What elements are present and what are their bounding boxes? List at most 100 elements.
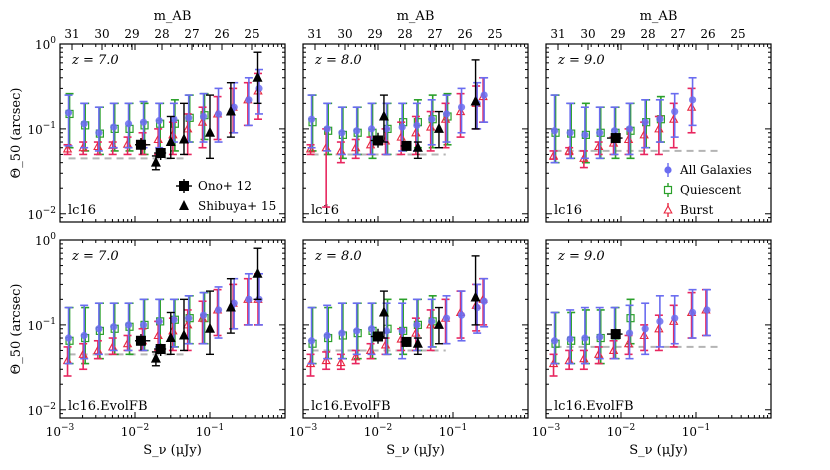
all-galaxies-point — [110, 123, 118, 131]
burst-point — [440, 114, 451, 123]
burst-point — [623, 338, 634, 348]
panel-data — [305, 59, 489, 208]
x-tick-label-base: 10 — [364, 425, 379, 439]
all-galaxies-point — [139, 321, 148, 329]
shibuya-point — [205, 322, 215, 333]
redshift-label: z = 8.0 — [314, 249, 362, 264]
shibuya-point — [178, 133, 189, 144]
shibuya-point — [470, 95, 481, 106]
legend-observed: Ono+ 12 Shibuya+ 15 — [176, 179, 276, 213]
all-galaxies-point — [338, 329, 346, 337]
all-galaxies-point — [457, 311, 466, 319]
all-galaxies-point — [124, 120, 133, 128]
x-axis-label: S_ν (μJy) — [386, 443, 445, 458]
all-galaxies-point — [625, 329, 634, 337]
y-tick-label: 10−2 — [27, 206, 56, 222]
top-tick-label: 29 — [367, 27, 382, 41]
x-tick-label: 10−1 — [439, 423, 468, 439]
legend-shibuya-marker — [179, 200, 189, 210]
shibuya-point — [165, 136, 176, 147]
ono-point — [610, 329, 621, 340]
x-tick-label-base: 10 — [439, 425, 454, 439]
shibuya-point — [252, 71, 263, 82]
burst-point — [197, 117, 208, 126]
x-tick-label: 10−2 — [121, 423, 150, 439]
all-galaxies-point — [323, 125, 331, 133]
top-tick-label: 25 — [730, 27, 745, 41]
shibuya-point — [378, 306, 389, 317]
burst-point — [686, 102, 697, 111]
all-galaxies-point — [185, 114, 193, 122]
top-tick-label: 31 — [64, 27, 79, 41]
all-galaxies-point — [155, 317, 163, 325]
all-galaxies-point — [367, 325, 376, 333]
all-galaxies-point — [199, 112, 208, 121]
burst-point — [623, 134, 634, 144]
all-galaxies-point — [671, 107, 679, 116]
y-tick-label: 10−1 — [27, 317, 56, 333]
all-galaxies-point — [581, 334, 589, 342]
burst-point — [365, 139, 376, 149]
x-tick-label-base: 10 — [607, 425, 622, 439]
y-tick-label-exp: 0 — [50, 36, 56, 46]
y-tick-label-exp: −1 — [43, 121, 56, 131]
model-label: lc16 — [68, 203, 96, 218]
all-galaxies-point — [480, 91, 488, 99]
ono-point — [401, 336, 412, 347]
x-axis-label: S_ν (μJy) — [143, 443, 202, 458]
all-galaxies-point — [656, 115, 664, 123]
y-tick-label: 10−1 — [27, 121, 56, 137]
x-tick-label-base: 10 — [682, 425, 697, 439]
x-tick-label-exp: −3 — [304, 423, 318, 433]
x-tick-label-exp: −2 — [379, 423, 392, 433]
burst-point — [593, 349, 604, 358]
top-tick-label: 26 — [214, 27, 229, 41]
y-tick-label: 10−2 — [27, 402, 56, 418]
redshift-label: z = 9.0 — [557, 249, 605, 264]
burst-point — [365, 345, 376, 354]
y-axis-label: Θ_50 (arcsec) — [9, 88, 24, 179]
all-galaxies-point — [110, 323, 118, 331]
top-tick-label: 28 — [397, 27, 412, 41]
x-tick-label: 10−3 — [46, 423, 75, 439]
y-tick-label-base: 10 — [27, 123, 42, 137]
all-galaxies-point — [610, 127, 619, 135]
burst-point — [153, 330, 163, 340]
burst-point — [639, 330, 649, 340]
all-galaxies-point — [323, 331, 331, 340]
model-label: lc16.EvolFB — [311, 399, 391, 414]
y-tick-label-base: 10 — [35, 234, 50, 248]
burst-point — [321, 355, 331, 365]
all-galaxies-point — [581, 131, 589, 139]
y-tick-label-exp: 0 — [50, 232, 56, 242]
y-tick-label-base: 10 — [27, 208, 42, 222]
all-galaxies-point — [245, 96, 253, 104]
y-tick-label-exp: −2 — [43, 402, 56, 412]
shibuya-point — [378, 110, 389, 121]
model-label: lc16.EvolFB — [554, 399, 634, 414]
x-tick-label-exp: −1 — [454, 423, 467, 433]
x-tick-label: 10−2 — [364, 423, 393, 439]
burst-point — [380, 339, 391, 349]
all-galaxies-point — [170, 316, 178, 324]
all-galaxies-point — [382, 125, 391, 133]
burst-point — [608, 345, 619, 354]
x-tick-label-base: 10 — [196, 425, 211, 439]
x-tick-label: 10−3 — [289, 423, 318, 439]
panel-data — [548, 288, 719, 377]
x-tick-label: 10−2 — [607, 423, 636, 439]
all-galaxies-point — [398, 123, 406, 131]
all-galaxies-point — [671, 314, 679, 322]
burst-point — [579, 353, 589, 363]
redshift-label: z = 9.0 — [557, 53, 605, 68]
all-galaxies-point — [428, 115, 436, 123]
shibuya-point — [165, 332, 176, 343]
all-galaxies-point — [139, 118, 148, 126]
burst-point — [153, 134, 163, 144]
top-tick-label: 29 — [124, 27, 139, 41]
all-galaxies-point — [596, 333, 604, 341]
